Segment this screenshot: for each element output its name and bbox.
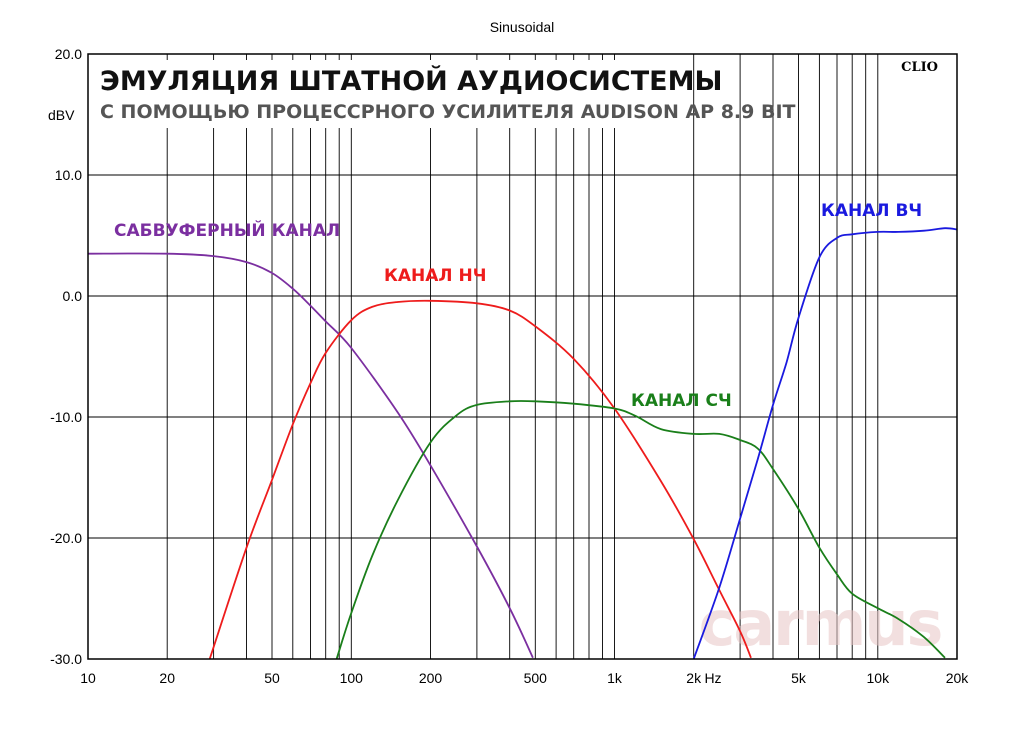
series-label-subwoofer-channel: САБВУФЕРНЫЙ КАНАЛ (114, 219, 340, 241)
y-tick-label: -10.0 (50, 409, 82, 425)
y-tick-label: 10.0 (55, 167, 82, 183)
y-tick-label: 20.0 (55, 46, 82, 62)
y-tick-label: -20.0 (50, 530, 82, 546)
x-axis-unit-label: Hz (704, 670, 721, 686)
x-tick-label: 1k (607, 670, 623, 686)
series-line-high-channel (692, 227, 957, 659)
series-labels: САБВУФЕРНЫЙ КАНАЛ КАНАЛ НЧ КАНАЛ СЧ КАНАЛ В… (114, 201, 922, 411)
x-tick-label: 500 (524, 670, 548, 686)
x-tick-label: 50 (264, 670, 280, 686)
x-tick-label: 200 (419, 670, 443, 686)
series-line-mid-channel (335, 400, 946, 659)
y-tick-label: -30.0 (50, 651, 82, 667)
axis-ticks: 20.0 10.0 0.0 -10.0 -20.0 -30.0 10 20 50 100 200 50… (50, 46, 969, 686)
clio-logo: CLIO (901, 60, 938, 75)
series-label-mid-channel: КАНАЛ СЧ (631, 391, 732, 411)
title-backdrop (96, 60, 672, 128)
clio-logo-backdrop (894, 58, 944, 75)
y-axis-unit-label: dBV (48, 107, 75, 123)
carmus-watermark: carmus (699, 587, 942, 660)
plot-area (88, 227, 957, 659)
x-tick-label: 20k (946, 670, 970, 686)
x-tick-label: 5k (791, 670, 807, 686)
x-tick-label: 20 (159, 670, 175, 686)
chart-subtitle: С ПОМОЩЬЮ ПРОЦЕССРНОГО УСИЛИТЕЛЯ AUDISON… (100, 101, 796, 123)
series-line-subwoofer-channel (88, 252, 534, 659)
x-tick-label: 10k (867, 670, 891, 686)
plot-frame (87, 53, 958, 660)
chart-grid (87, 53, 958, 660)
x-tick-label: 100 (340, 670, 364, 686)
x-tick-label: 10 (80, 670, 96, 686)
series-label-low-channel: КАНАЛ НЧ (384, 266, 486, 286)
y-tick-label: 0.0 (63, 288, 83, 304)
chart-top-title: Sinusoidal (490, 19, 555, 35)
series-group (88, 227, 957, 659)
x-tick-label: 2k (686, 670, 702, 686)
series-line-low-channel (208, 299, 752, 659)
chart-title: ЭМУЛЯЦИЯ ШТАТНОЙ АУДИОСИСТЕМЫ (100, 65, 722, 97)
series-label-high-channel: КАНАЛ ВЧ (821, 201, 922, 221)
